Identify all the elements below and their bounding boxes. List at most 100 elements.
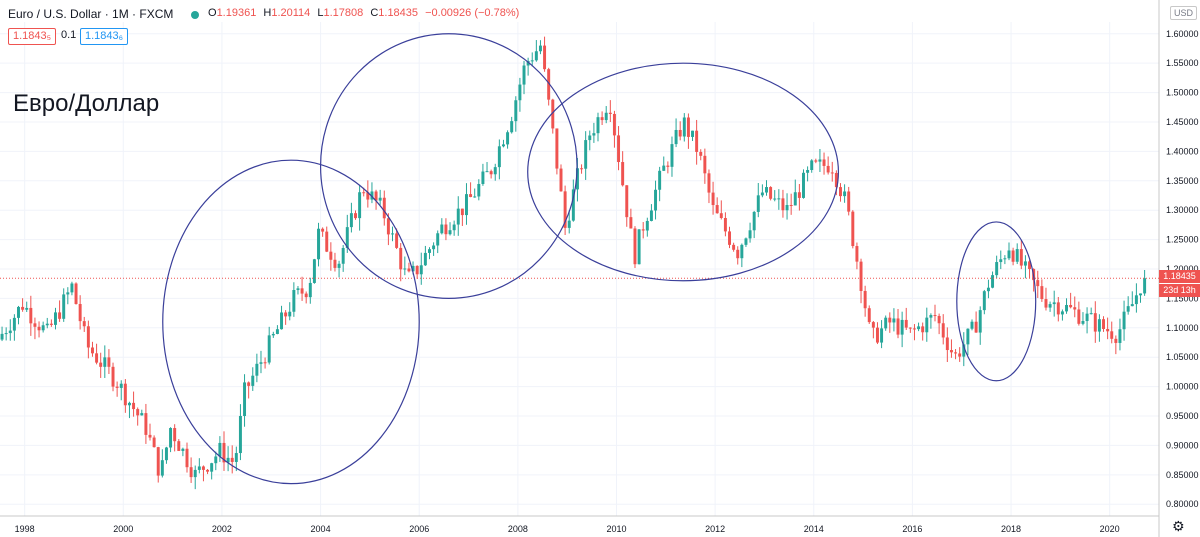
candle-body	[501, 144, 505, 147]
candle-body	[814, 160, 818, 162]
y-tick-label: 1.55000	[1166, 58, 1199, 68]
candle-body	[321, 228, 325, 232]
currency-button[interactable]: USD	[1170, 6, 1198, 20]
y-tick-label: 1.20000	[1166, 264, 1199, 274]
candle-body	[1065, 304, 1069, 312]
candle-body	[119, 383, 123, 388]
candle-body	[654, 189, 658, 211]
candle-body	[765, 187, 768, 193]
candle-body	[58, 312, 62, 319]
y-tick-label: 1.15000	[1166, 293, 1199, 303]
candle-body	[132, 402, 136, 410]
candle-body	[991, 275, 995, 288]
candle-body	[703, 155, 707, 174]
candle-body	[1003, 258, 1007, 260]
candle-body	[1040, 286, 1044, 300]
x-tick-label: 2006	[409, 524, 429, 534]
candle-body	[218, 442, 222, 457]
candle-body	[288, 311, 292, 317]
candle-body	[263, 362, 267, 364]
candle-body	[115, 386, 119, 388]
candle-body	[974, 321, 978, 333]
drawn-ellipse-2[interactable]	[319, 33, 578, 300]
candle-body	[29, 307, 33, 324]
candle-body	[1007, 250, 1011, 259]
low-key: L	[317, 7, 324, 19]
drawn-ellipse-4[interactable]	[956, 221, 1037, 382]
candle-body	[366, 192, 370, 200]
candle-body	[686, 117, 690, 137]
candle-body	[399, 247, 403, 270]
candle-body	[752, 211, 756, 231]
candle-body	[715, 205, 719, 214]
candle-body	[432, 245, 436, 250]
candle-body	[1118, 329, 1122, 343]
candle-body	[1060, 311, 1064, 315]
candle-body	[304, 293, 308, 298]
symbol-title[interactable]: Euro / U.S. Dollar · 1M · FXCM	[8, 7, 174, 21]
candle-body	[921, 326, 925, 333]
candle-body	[1073, 307, 1077, 310]
candle-body	[448, 230, 452, 235]
candle-body	[1023, 261, 1027, 266]
ask-button[interactable]: 1.1843₆	[80, 28, 129, 45]
chart-text-annotation[interactable]: Евро/Доллар	[13, 90, 160, 117]
candle-body	[534, 51, 538, 61]
x-tick-label: 2008	[508, 524, 528, 534]
candle-body	[892, 318, 896, 323]
candle-body	[917, 326, 921, 330]
candle-body	[251, 375, 255, 386]
candle-body	[884, 317, 888, 329]
candle-body	[485, 171, 489, 173]
candle-body	[1056, 302, 1060, 315]
candle-body	[234, 453, 238, 462]
candle-body	[185, 448, 189, 468]
candle-body	[839, 187, 842, 197]
candle-body	[177, 441, 181, 451]
x-tick-label: 2002	[212, 524, 232, 534]
candle-body	[843, 191, 847, 197]
candle-body	[625, 185, 629, 218]
candle-body	[1114, 338, 1118, 343]
candle-body	[699, 151, 703, 156]
candle-body	[596, 117, 600, 134]
bid-button[interactable]: 1.1843₅	[8, 28, 57, 45]
settings-gear-icon[interactable]: ⚙	[1172, 518, 1185, 534]
candle-body	[748, 230, 752, 239]
candle-body	[477, 183, 481, 197]
y-tick-label: 0.85000	[1166, 470, 1199, 480]
candle-body	[140, 413, 144, 416]
candle-body	[382, 197, 386, 219]
candle-body	[169, 428, 173, 448]
candle-body	[880, 328, 884, 343]
candle-body	[707, 173, 711, 193]
candle-body	[325, 231, 329, 252]
candle-body	[136, 409, 140, 416]
candle-body	[978, 310, 982, 333]
drawn-ellipse-3[interactable]	[527, 62, 840, 282]
candle-body	[538, 45, 542, 52]
candle-body	[395, 233, 399, 248]
close-key: C	[370, 7, 379, 19]
x-tick-label: 2010	[606, 524, 626, 534]
candle-body	[107, 357, 111, 367]
candle-body	[74, 283, 78, 305]
candle-body	[156, 447, 160, 476]
candle-body	[497, 146, 501, 168]
candle-body	[436, 233, 440, 246]
y-tick-label: 1.40000	[1166, 146, 1199, 156]
candle-body	[641, 229, 645, 231]
candle-body	[111, 366, 115, 387]
candle-body	[415, 265, 419, 275]
candle-body	[54, 312, 57, 325]
drawn-ellipse-1[interactable]	[162, 159, 420, 485]
candle-body	[859, 261, 863, 291]
candle-body	[773, 198, 777, 200]
candle-body	[210, 463, 214, 472]
candle-body	[358, 192, 362, 219]
candle-body	[1048, 304, 1052, 308]
candle-body	[374, 191, 378, 201]
y-tick-label: 1.60000	[1166, 29, 1199, 39]
candle-body	[78, 304, 82, 322]
